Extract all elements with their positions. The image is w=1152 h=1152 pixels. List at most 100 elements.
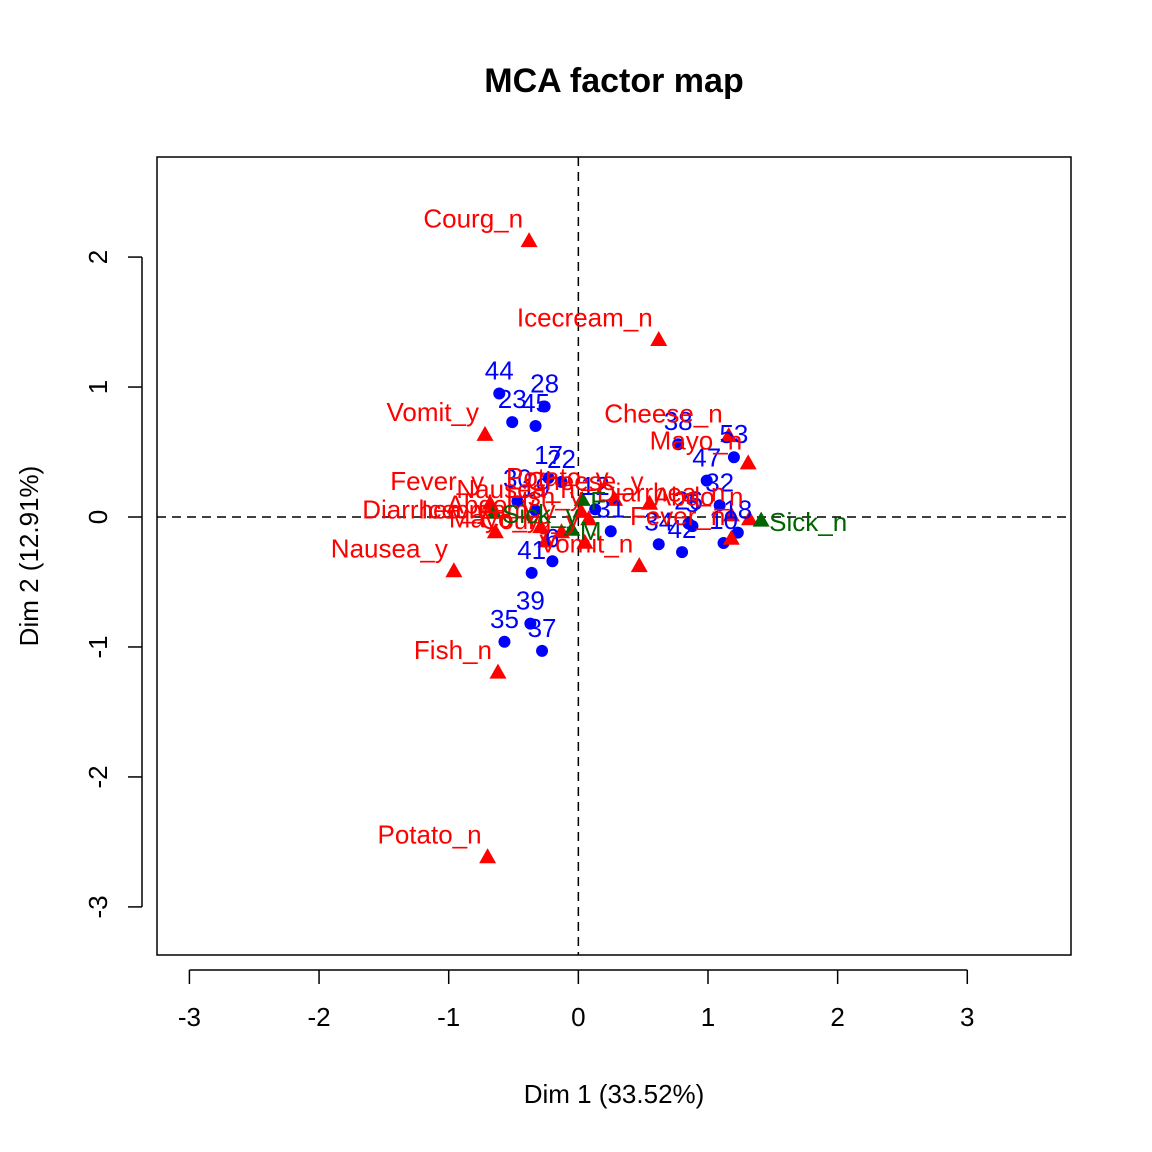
point-37 [536, 644, 549, 657]
triangle-diarrhea-n [722, 506, 740, 522]
y-tick-label: 0 [83, 510, 113, 524]
y-tick-label: 1 [83, 380, 113, 394]
label-cheese-y: Cheese_y [527, 466, 644, 496]
x-tick-label: 2 [830, 1002, 844, 1032]
triangle-potato-y [606, 490, 624, 506]
label-diarrhea-n: Diarrhea_n [597, 478, 726, 508]
point-35 [498, 635, 511, 648]
triangle-mayo-y [537, 532, 555, 548]
label-6: 6 [545, 523, 559, 553]
plot-frame [156, 156, 1072, 956]
triangle-mayo-n [739, 454, 757, 470]
point-38 [672, 438, 685, 451]
label-abdo-n: Abdo_n [654, 482, 744, 512]
triangle-m [563, 520, 581, 536]
label-fish-y: Fish_y [506, 482, 583, 512]
y-tick-label: -3 [83, 895, 113, 918]
label-32: 32 [705, 467, 734, 497]
triangle-f [573, 490, 591, 506]
point-23 [506, 416, 519, 429]
triangle-potato-n [479, 848, 497, 864]
reference-lines [157, 157, 1071, 955]
x-tick-label: -2 [307, 1002, 330, 1032]
label-35: 35 [490, 604, 519, 634]
label-mayo-y: Mayo_y [449, 504, 540, 534]
chart-title: MCA factor map [484, 62, 743, 100]
label-41: 41 [517, 535, 546, 565]
triangle-nausea-n [572, 502, 590, 518]
triangle-courg-y [576, 533, 594, 549]
y-tick-label: -1 [83, 635, 113, 658]
label-f: F [590, 486, 606, 516]
label-icecream-y: Icecream_y [421, 495, 555, 525]
label-37: 37 [528, 613, 557, 643]
label-23: 23 [498, 384, 527, 414]
point-41 [525, 566, 538, 579]
label-22: 22 [547, 444, 576, 474]
label-vomit-y: Vomit_y [387, 397, 480, 427]
label-18: 18 [723, 495, 752, 525]
triangle-abdo-n [740, 510, 758, 526]
triangle-sick-y [485, 503, 503, 519]
label-abdo-y: Abdo_y [447, 489, 535, 519]
x-tick-label: 0 [571, 1002, 585, 1032]
label-nausea-n: Nausea_n [456, 474, 575, 504]
label-diarrhea-y: Diarrhea_y [362, 495, 489, 525]
point-39 [524, 617, 537, 630]
label-26: 26 [674, 486, 703, 516]
label-mayo-n: Mayo_n [650, 426, 743, 456]
label-nausea-y: Nausea_y [331, 534, 448, 564]
point-42 [676, 546, 689, 559]
label-m: M [580, 516, 602, 546]
triangle-fever-n [722, 529, 740, 545]
triangle-icecream-n [650, 330, 668, 346]
x-tick-label: -3 [178, 1002, 201, 1032]
label-28: 28 [530, 369, 559, 399]
point-31 [604, 525, 617, 538]
x-axis: -3 -2 -1 0 1 2 3 [178, 969, 975, 1032]
label-53: 53 [719, 419, 748, 449]
triangle-abdo-y [532, 518, 550, 534]
point-12 [589, 503, 602, 516]
triangle-cheese-y [641, 494, 659, 510]
label-sick-y: Sick_y [502, 499, 579, 529]
point-44 [493, 387, 506, 400]
label-5: 5 [685, 488, 699, 518]
point-17 [542, 472, 555, 485]
label-30: 30 [503, 463, 532, 493]
x-tick-label: 1 [701, 1002, 715, 1032]
point-32 [713, 499, 726, 512]
label-courg-y: Courg_y [481, 505, 579, 535]
y-tick-label: 2 [83, 250, 113, 264]
label-47: 47 [692, 443, 721, 473]
label-19: 19 [521, 473, 550, 503]
label-39: 39 [516, 586, 545, 616]
x-axis-label: Dim 1 (33.52%) [524, 1079, 705, 1109]
triangle-vomit-n [630, 557, 648, 573]
x-tick-label: -1 [437, 1002, 460, 1032]
label-vomit-n: Vomit_n [539, 528, 633, 558]
label-potato-n: Potato_n [378, 820, 482, 850]
data-markers [445, 232, 770, 864]
label-42: 42 [668, 514, 697, 544]
triangle-fish-n [489, 663, 507, 679]
point-22 [555, 475, 568, 488]
point-6 [546, 555, 559, 568]
label-courg-n: Courg_n [423, 203, 523, 233]
triangle-nausea-y [445, 562, 463, 578]
label-sick-n: Sick_n [769, 507, 847, 537]
label-12: 12 [581, 471, 610, 501]
point-28 [538, 400, 551, 413]
triangle-courg-n [520, 232, 538, 248]
label-icecream-n: Icecream_n [517, 302, 653, 332]
y-axis-label: Dim 2 (12.91%) [14, 466, 44, 647]
x-tick-label: 3 [960, 1002, 974, 1032]
triangle-fish-y [580, 510, 598, 526]
y-tick-label: -2 [83, 765, 113, 788]
triangle-sick-n [752, 511, 770, 527]
label-38: 38 [664, 406, 693, 436]
point-18 [731, 526, 744, 539]
label-10: 10 [709, 505, 738, 535]
